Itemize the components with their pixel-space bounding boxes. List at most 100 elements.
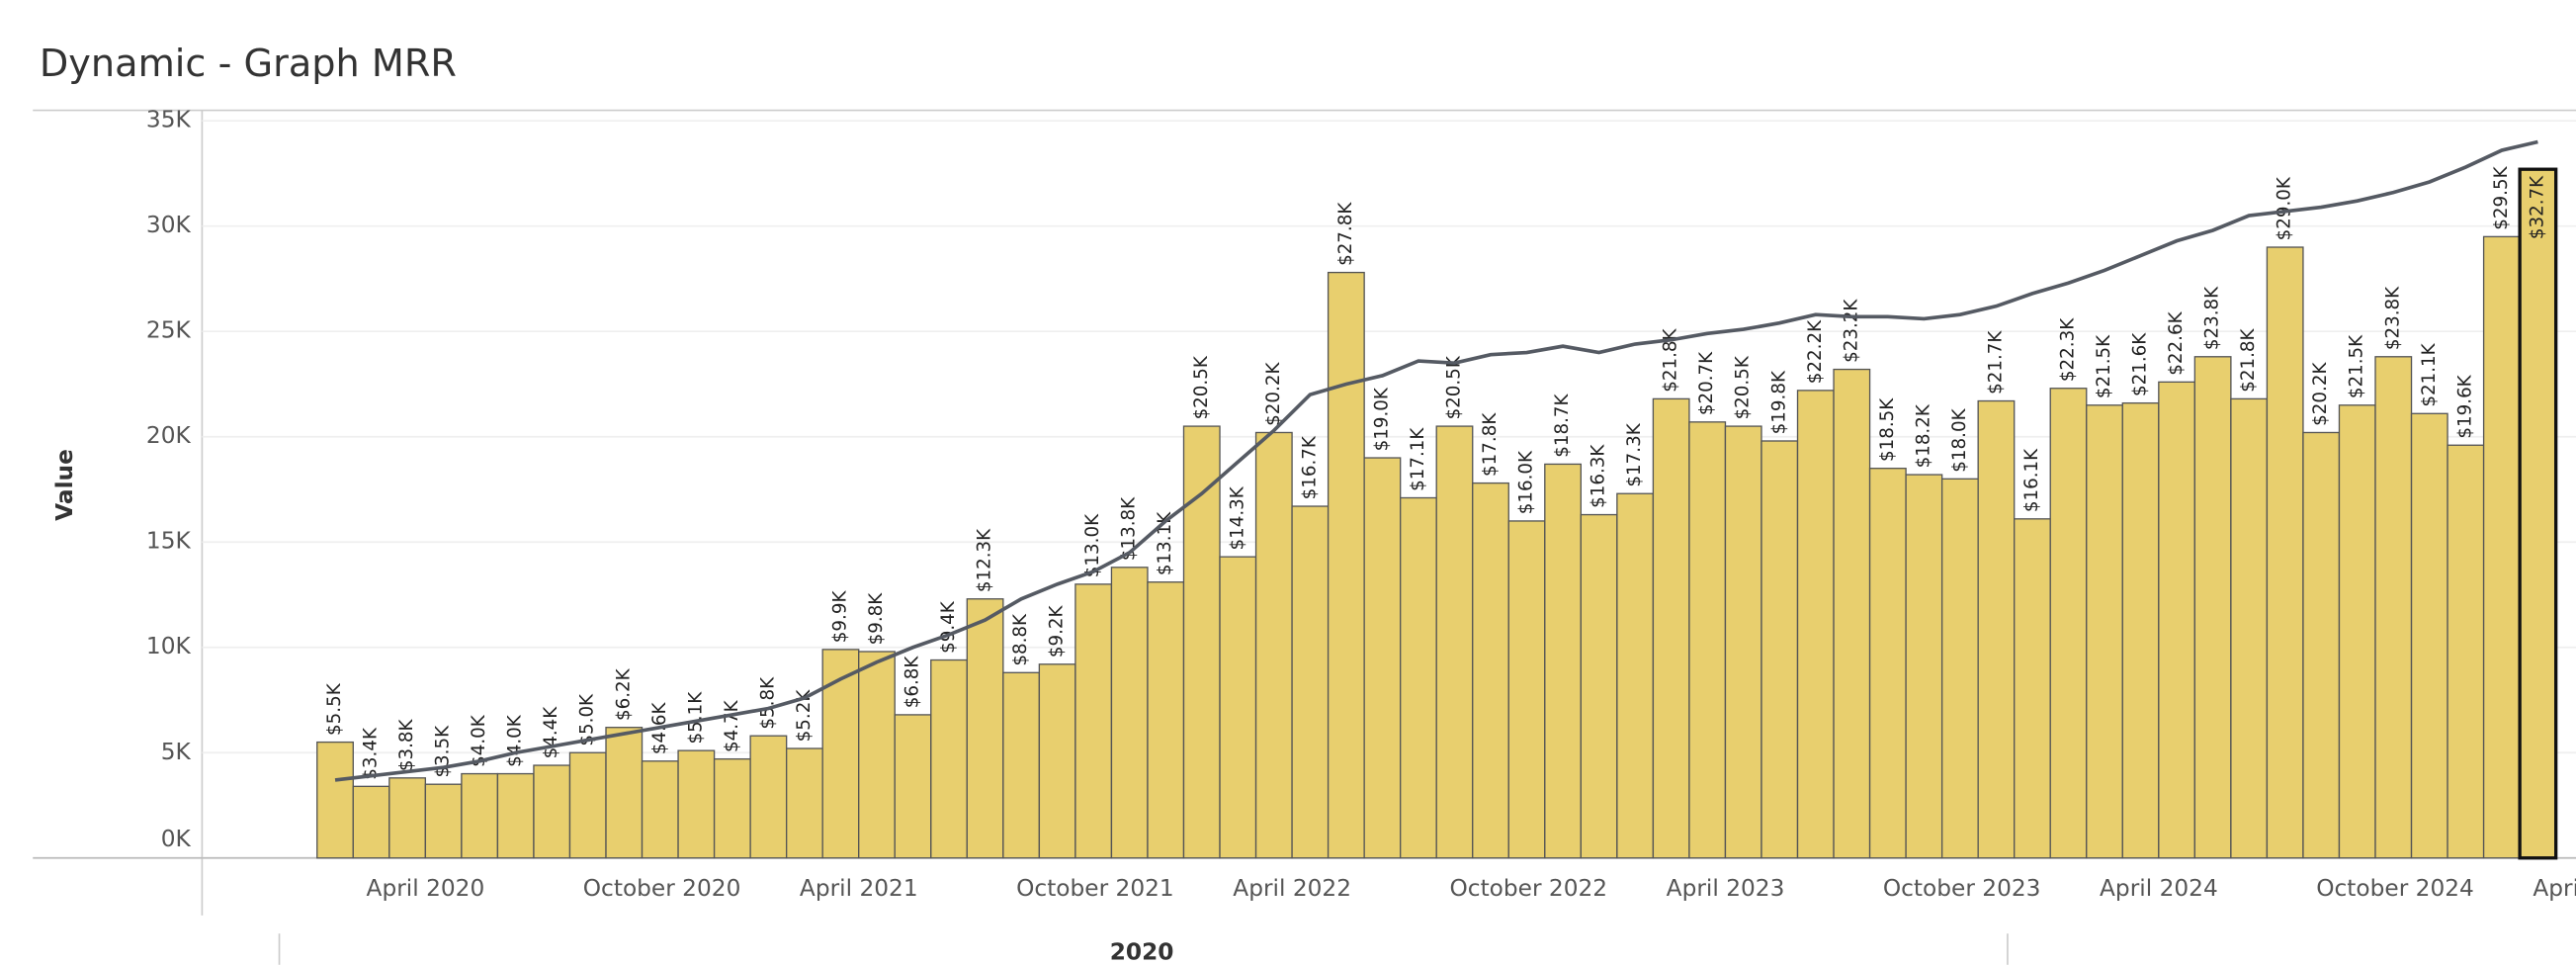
data-label: $13.0K bbox=[1082, 513, 1103, 577]
bar bbox=[1435, 425, 1474, 859]
x-tick-label: October 2022 bbox=[1449, 875, 1607, 902]
bar bbox=[1544, 463, 1582, 859]
bar bbox=[966, 598, 1004, 859]
data-label: $20.5K bbox=[1191, 355, 1212, 419]
bar bbox=[2158, 381, 2196, 859]
y-axis-label: Value bbox=[51, 449, 78, 521]
data-label: $5.0K bbox=[577, 693, 598, 746]
bar bbox=[1363, 457, 1402, 859]
data-label: $4.0K bbox=[469, 714, 489, 767]
bar bbox=[2230, 397, 2269, 859]
x-group-label: 2020 bbox=[1110, 939, 1174, 965]
data-label: $22.2K bbox=[1805, 319, 1826, 384]
bar bbox=[1905, 474, 1943, 859]
bar bbox=[1977, 399, 2016, 859]
data-label: $19.0K bbox=[1371, 387, 1392, 451]
y-tick-label: 20K bbox=[146, 422, 192, 449]
data-label: $21.8K bbox=[1661, 327, 1681, 392]
bar bbox=[388, 777, 427, 859]
data-label: $21.1K bbox=[2419, 342, 2440, 406]
bar bbox=[1182, 425, 1221, 859]
bar bbox=[1868, 468, 1907, 859]
data-label: $5.8K bbox=[757, 676, 778, 730]
data-label: $29.0K bbox=[2275, 176, 2295, 240]
data-label: $21.7K bbox=[1985, 330, 2006, 395]
data-label: $18.5K bbox=[1877, 397, 1898, 462]
x-tick-label: April 2021 bbox=[800, 875, 918, 902]
bar bbox=[1833, 368, 1871, 859]
data-label: $18.7K bbox=[1552, 393, 1573, 457]
bar bbox=[2374, 356, 2413, 859]
data-label: $16.0K bbox=[1516, 450, 1537, 514]
bar bbox=[713, 757, 751, 859]
data-label: $23.8K bbox=[2202, 286, 2223, 350]
data-label: $17.8K bbox=[1480, 412, 1501, 477]
data-label: $32.7K bbox=[2527, 175, 2547, 239]
bar bbox=[1616, 492, 1655, 859]
bar bbox=[1038, 663, 1076, 859]
bar bbox=[461, 772, 499, 859]
data-label: $5.2K bbox=[794, 689, 815, 743]
bar bbox=[1110, 567, 1149, 859]
data-label: $16.7K bbox=[1299, 435, 1320, 499]
x-tick-label: April 2020 bbox=[367, 875, 485, 902]
y-tick-label: 0K bbox=[161, 826, 192, 852]
data-label: $13.8K bbox=[1119, 496, 1140, 561]
bar bbox=[316, 741, 354, 859]
x-tick-label: October 2021 bbox=[1016, 875, 1174, 902]
data-label: $9.8K bbox=[866, 592, 887, 646]
bar bbox=[1147, 581, 1185, 859]
data-label: $17.1K bbox=[1408, 427, 1428, 491]
data-label: $20.2K bbox=[2310, 362, 2331, 426]
y-tick-label: 30K bbox=[146, 212, 192, 238]
data-label: $5.1K bbox=[685, 691, 706, 745]
bar bbox=[1940, 478, 1979, 859]
bar bbox=[2410, 412, 2448, 859]
bar bbox=[2447, 444, 2485, 859]
bar bbox=[1796, 390, 1835, 859]
bar bbox=[1400, 496, 1437, 859]
data-label: $21.8K bbox=[2238, 327, 2259, 392]
data-label: $23.8K bbox=[2382, 286, 2403, 350]
data-label: $5.5K bbox=[324, 682, 345, 736]
y-tick-label: 5K bbox=[161, 739, 192, 765]
bar bbox=[1327, 271, 1365, 859]
data-label: $22.3K bbox=[2057, 317, 2078, 382]
bar bbox=[2049, 388, 2088, 859]
x-tick-label: April 2022 bbox=[1233, 875, 1351, 902]
bar bbox=[1472, 482, 1509, 859]
bar bbox=[1219, 556, 1257, 859]
bar bbox=[2086, 404, 2123, 859]
bar bbox=[677, 749, 716, 859]
data-label: $12.3K bbox=[975, 528, 995, 592]
bar bbox=[2266, 246, 2304, 859]
data-label: $29.5K bbox=[2491, 165, 2512, 229]
trend-line bbox=[334, 139, 2538, 782]
bar bbox=[641, 760, 679, 859]
bar bbox=[2482, 235, 2521, 859]
data-label: $9.2K bbox=[1047, 604, 1068, 658]
data-label: $8.8K bbox=[1010, 613, 1031, 666]
bar bbox=[2193, 356, 2232, 859]
x-tick-label: October 2020 bbox=[583, 875, 741, 902]
data-label: $17.3K bbox=[1624, 422, 1645, 486]
bar bbox=[1688, 421, 1727, 859]
data-label: $3.5K bbox=[433, 725, 454, 778]
bar bbox=[1580, 513, 1618, 859]
x-tick-label: April 2023 bbox=[1667, 875, 1785, 902]
data-label: $20.7K bbox=[1696, 351, 1717, 415]
y-tick-label: 25K bbox=[146, 317, 192, 344]
data-label: $4.0K bbox=[505, 714, 526, 767]
chart-title: Dynamic - Graph MRR bbox=[40, 43, 457, 86]
bar bbox=[352, 785, 390, 859]
data-label: $6.2K bbox=[613, 667, 634, 721]
data-label: $18.0K bbox=[1949, 407, 1970, 472]
y-tick-label: 10K bbox=[146, 633, 192, 659]
x-tick-label: October 2023 bbox=[1883, 875, 2041, 902]
bar bbox=[1291, 505, 1330, 859]
data-label: $3.4K bbox=[361, 727, 382, 780]
bar bbox=[568, 751, 607, 859]
data-label: $3.8K bbox=[396, 719, 417, 772]
